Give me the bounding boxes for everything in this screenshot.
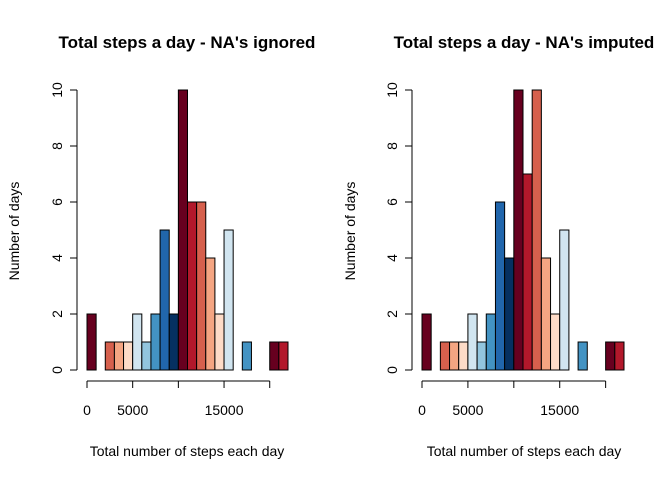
- histogram-bar: [421, 313, 432, 371]
- bars-group: [421, 89, 625, 371]
- y-tick-label: 0: [384, 366, 400, 374]
- histogram-bar: [177, 89, 188, 371]
- y-tick-label: 2: [384, 310, 400, 318]
- histogram-bar: [467, 313, 478, 371]
- histogram-bar: [104, 341, 115, 371]
- histogram-bar: [269, 341, 280, 371]
- histogram-bar: [605, 341, 616, 371]
- histogram-bar: [196, 201, 207, 371]
- histogram-bar: [141, 341, 152, 371]
- histogram-bar: [168, 313, 179, 371]
- histogram-bar: [150, 313, 161, 371]
- histogram-bar: [559, 229, 570, 371]
- y-tick-label: 2: [49, 310, 65, 318]
- histogram-bar: [113, 341, 125, 371]
- histogram-bar: [439, 341, 451, 371]
- histogram-bar: [205, 257, 216, 371]
- chart-title: Total steps a day - NA's ignored: [59, 33, 316, 52]
- x-tick-label: 15000: [540, 402, 579, 418]
- histogram-bar: [187, 201, 198, 371]
- histogram-bar: [458, 341, 469, 371]
- y-axis-label: Number of days: [6, 182, 22, 281]
- histogram-panel-left: Total steps a day - NA's ignored Number …: [6, 33, 315, 459]
- histogram-bar: [132, 313, 143, 371]
- y-tick-label: 6: [384, 198, 400, 206]
- histogram-bar: [278, 341, 289, 371]
- histogram-bar: [540, 257, 552, 371]
- x-tick-label: 15000: [205, 402, 244, 418]
- histogram-bar: [241, 341, 252, 371]
- y-tick-label: 8: [49, 142, 65, 150]
- axes-group: 0 2 4 6 8 10 0 5000 15000: [384, 82, 607, 418]
- x-tick-label: 0: [418, 402, 426, 418]
- histogram-bar: [214, 313, 225, 371]
- histogram-bar: [86, 313, 97, 371]
- x-axis-label: Total number of steps each day: [90, 443, 285, 459]
- histogram-bar: [531, 89, 542, 371]
- y-tick-label: 4: [384, 254, 400, 262]
- histogram-bar: [522, 173, 533, 371]
- histogram-bar: [504, 257, 515, 371]
- histogram-bar: [449, 341, 460, 371]
- histogram-bar: [577, 341, 588, 371]
- histogram-bar: [123, 341, 134, 371]
- y-tick-label: 6: [49, 198, 65, 206]
- y-tick-label: 4: [49, 254, 65, 262]
- histogram-bar: [476, 341, 487, 371]
- x-tick-label: 5000: [117, 402, 148, 418]
- y-tick-label: 10: [384, 82, 400, 98]
- chart-title: Total steps a day - NA's imputed: [394, 33, 655, 52]
- histogram-bar: [159, 229, 170, 371]
- x-tick-label: 0: [83, 402, 91, 418]
- y-tick-label: 8: [384, 142, 400, 150]
- histogram-bar: [513, 89, 524, 371]
- histogram-bar: [485, 313, 496, 371]
- x-axis-label: Total number of steps each day: [427, 443, 622, 459]
- histogram-bar: [550, 313, 561, 371]
- y-axis-label: Number of days: [342, 182, 358, 281]
- bars-group: [86, 89, 289, 371]
- histogram-panel-right: Total steps a day - NA's imputed Number …: [342, 33, 654, 459]
- axes-group: 0 2 4 6 8 10 0 5000 15000: [49, 82, 271, 418]
- x-tick-label: 5000: [452, 402, 483, 418]
- histogram-bar: [494, 201, 506, 371]
- histogram-bar: [614, 341, 625, 371]
- histogram-bar: [223, 229, 234, 371]
- y-tick-label: 10: [49, 82, 65, 98]
- y-tick-label: 0: [49, 366, 65, 374]
